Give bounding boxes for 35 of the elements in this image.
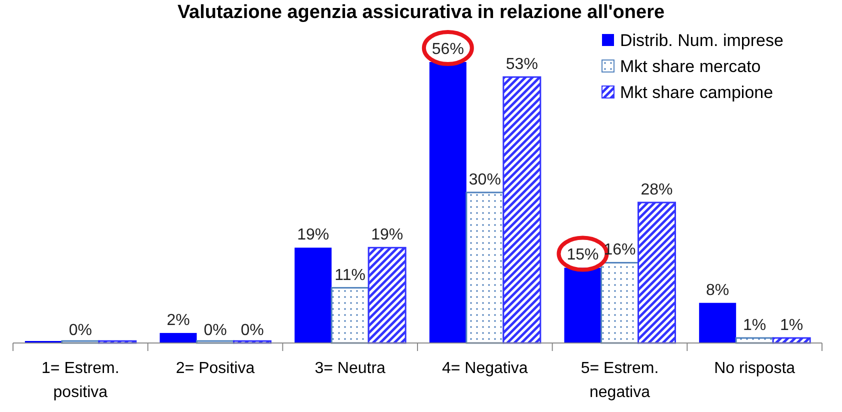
x-tick-label: 5= Estrem. negativa	[580, 360, 659, 401]
data-label: 0%	[240, 322, 264, 339]
bar	[638, 202, 676, 344]
data-label: 1%	[780, 316, 804, 334]
data-label: 30%	[468, 171, 501, 188]
x-tick-label: No risposta	[714, 360, 796, 377]
bar	[772, 337, 811, 344]
data-label: 2%	[166, 312, 190, 329]
data-label: 0%	[204, 322, 227, 339]
x-tick-label: 1= Estrem. positiva	[42, 360, 120, 401]
legend-label: Distrib. Num. imprese	[620, 31, 784, 50]
bar	[330, 287, 370, 344]
legend-label: Mkt share campione	[620, 83, 774, 102]
data-label: 1%	[743, 316, 766, 334]
data-label: 8%	[706, 282, 730, 299]
data-label: 0%	[68, 322, 92, 339]
chart-title: Valutazione agenzia assicurativa in relazione all'onere	[177, 2, 665, 23]
bar	[466, 192, 504, 344]
x-tick-label: 4= Negativa	[442, 360, 528, 377]
bar	[699, 302, 736, 343]
bar	[160, 332, 197, 343]
data-label: 11%	[334, 266, 366, 284]
bar	[502, 76, 542, 344]
data-label: 28%	[640, 182, 673, 198]
bar	[600, 262, 639, 344]
bar	[368, 246, 406, 344]
x-tick-label: 3= Neutra	[314, 360, 386, 377]
data-label: 53%	[506, 56, 538, 74]
data-label: 19%	[297, 226, 330, 244]
data-label: 19%	[371, 226, 404, 244]
bar	[294, 248, 332, 343]
legend-label: Mkt share mercato	[620, 57, 761, 76]
data-label: 15%	[566, 246, 599, 264]
data-label: 56%	[432, 41, 464, 58]
x-tick-label: 2= Positiva	[176, 360, 255, 377]
